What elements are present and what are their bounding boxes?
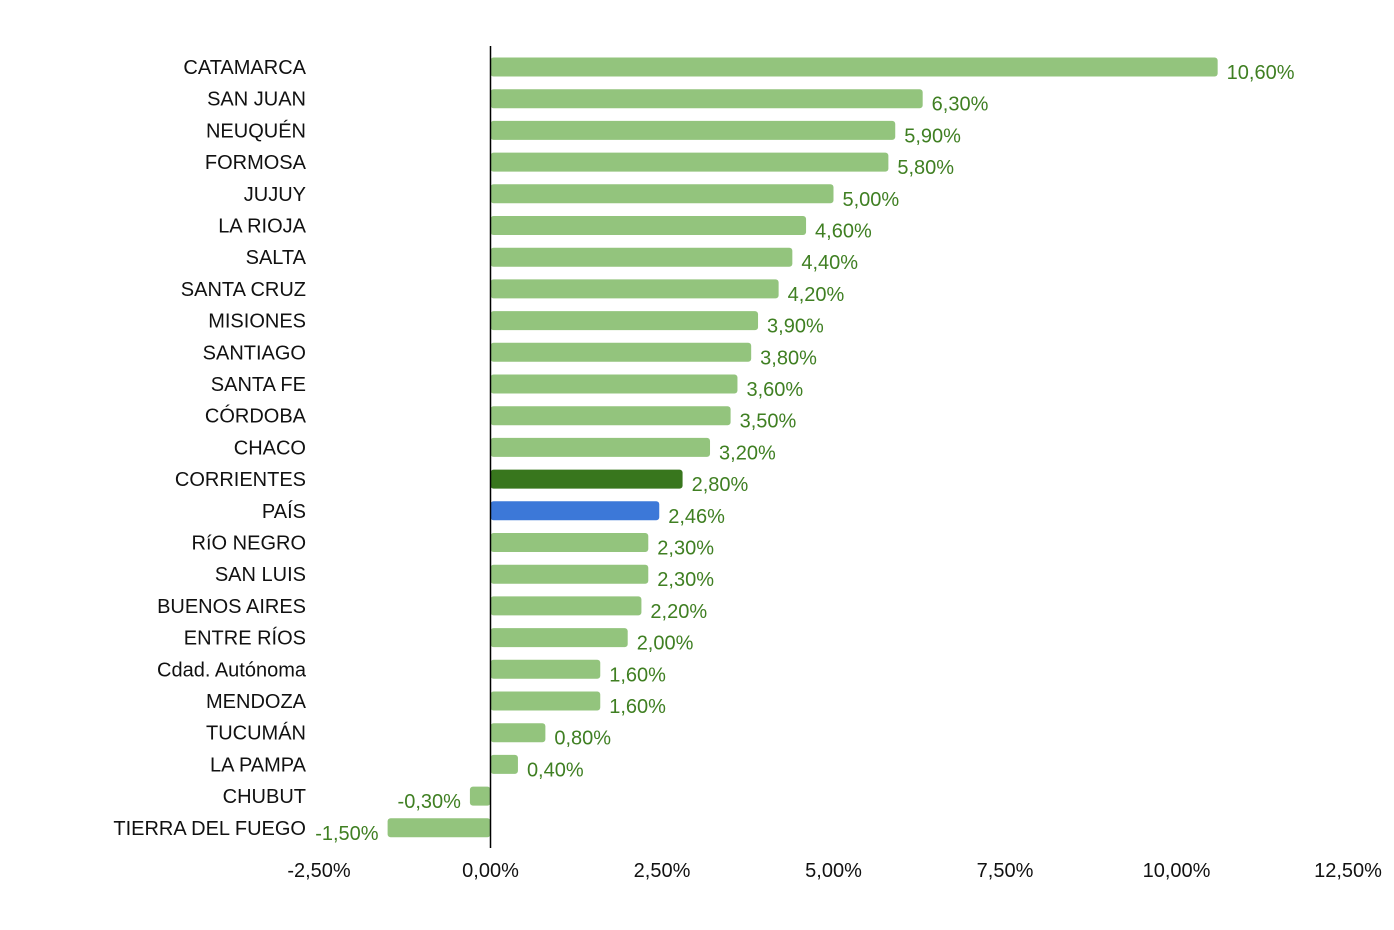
- category-label-pais: PAÍS: [262, 500, 306, 523]
- value-label-rio-negro: 2,30%: [657, 538, 714, 560]
- bars-layer: [387, 57, 1218, 838]
- category-label-jujuy: JUJUY: [244, 184, 306, 206]
- category-label-mendoza: MENDOZA: [206, 691, 307, 713]
- value-label-mendoza: 1,60%: [609, 696, 666, 718]
- value-label-entre-rios: 2,00%: [637, 633, 694, 655]
- category-label-formosa: FORMOSA: [205, 152, 307, 174]
- category-label-chubut: CHUBUT: [223, 786, 306, 808]
- bar-buenos-aires: [490, 596, 642, 616]
- bar-chaco: [490, 437, 711, 457]
- bar-corrientes: [490, 469, 683, 489]
- value-label-cdad-autonoma: 1,60%: [609, 664, 666, 686]
- value-label-la-rioja: 4,60%: [815, 221, 872, 243]
- category-label-misiones: MISIONES: [208, 311, 306, 333]
- bar-santa-cruz: [490, 279, 779, 299]
- bar-misiones: [490, 311, 759, 331]
- bar-chubut: [469, 786, 491, 806]
- value-label-san-luis: 2,30%: [657, 569, 714, 591]
- bar-entre-rios: [490, 628, 628, 648]
- bar-tierra-del-fuego: [387, 818, 491, 838]
- value-label-cordoba: 3,50%: [740, 411, 797, 433]
- category-label-salta: SALTA: [246, 247, 307, 269]
- value-label-tucuman: 0,80%: [554, 728, 611, 750]
- category-label-san-juan: SAN JUAN: [207, 89, 306, 111]
- bar-santa-fe: [490, 374, 738, 394]
- category-label-tucuman: TUCUMÁN: [206, 722, 306, 745]
- value-label-neuquen: 5,90%: [904, 125, 961, 147]
- value-label-san-juan: 6,30%: [932, 94, 989, 116]
- value-label-santa-fe: 3,60%: [746, 379, 803, 401]
- bar-la-rioja: [490, 216, 807, 235]
- category-label-santa-fe: SANTA FE: [211, 374, 306, 396]
- bar-la-pampa: [490, 754, 518, 774]
- bar-rio-negro: [490, 533, 649, 552]
- category-label-buenos-aires: BUENOS AIRES: [157, 596, 306, 618]
- value-label-pais: 2,46%: [668, 506, 725, 528]
- bar-santiago: [490, 342, 752, 362]
- category-label-santa-cruz: SANTA CRUZ: [181, 279, 306, 301]
- category-label-la-rioja: LA RIOJA: [218, 216, 306, 238]
- category-label-neuquen: NEUQUÉN: [206, 119, 306, 142]
- category-label-la-pampa: LA PAMPA: [210, 754, 307, 776]
- x-tick-label: -2,50%: [287, 860, 351, 882]
- bar-formosa: [490, 152, 889, 172]
- bar-salta: [490, 247, 793, 267]
- x-tick-label: 5,00%: [805, 860, 862, 882]
- bar-tucuman: [490, 723, 546, 743]
- value-labels: 10,60% 6,30% 5,90% 5,80% 5,00% 4,60% 4,40% 4,20…: [315, 62, 1294, 845]
- value-label-chaco: 3,20%: [719, 442, 776, 464]
- x-tick-label: 12,50%: [1314, 860, 1382, 882]
- x-tick-label: 7,50%: [977, 860, 1034, 882]
- category-label-cdad-autonoma: Cdad. Autónoma: [157, 659, 307, 681]
- value-label-catamarca: 10,60%: [1227, 62, 1295, 84]
- category-label-cordoba: CÓRDOBA: [205, 405, 307, 428]
- bar-mendoza: [490, 691, 601, 711]
- category-labels: CATAMARCA SAN JUAN NEUQUÉN FORMOSA JUJUY LA R…: [113, 57, 307, 840]
- value-label-buenos-aires: 2,20%: [650, 601, 707, 623]
- value-label-santa-cruz: 4,20%: [788, 284, 845, 306]
- value-label-corrientes: 2,80%: [692, 474, 749, 496]
- category-label-catamarca: CATAMARCA: [183, 57, 306, 79]
- bar-neuquen: [490, 120, 896, 140]
- value-label-salta: 4,40%: [801, 252, 858, 274]
- bar-jujuy: [490, 184, 834, 204]
- category-label-entre-rios: ENTRE RÍOS: [184, 627, 306, 650]
- category-label-santiago: SANTIAGO: [203, 342, 306, 364]
- value-label-la-pampa: 0,40%: [527, 759, 584, 781]
- category-label-tierra-del-fuego: TIERRA DEL FUEGO: [113, 818, 306, 840]
- bar-catamarca: [490, 57, 1218, 77]
- x-axis-tick-labels: -2,50% 0,00% 2,50% 5,00% 7,50% 10,00% 12,50%: [287, 860, 1382, 882]
- value-label-formosa: 5,80%: [897, 157, 954, 179]
- value-label-chubut: -0,30%: [398, 791, 462, 813]
- value-label-misiones: 3,90%: [767, 316, 824, 338]
- value-label-tierra-del-fuego: -1,50%: [315, 823, 379, 845]
- category-label-rio-negro: RíO NEGRO: [192, 533, 306, 555]
- category-label-san-luis: SAN LUIS: [215, 564, 306, 586]
- bar-pais: [490, 501, 660, 521]
- bar-cdad-autonoma: [490, 659, 601, 679]
- category-label-corrientes: CORRIENTES: [175, 469, 306, 491]
- value-label-santiago: 3,80%: [760, 347, 817, 369]
- bar-san-juan: [490, 89, 923, 109]
- bar-san-luis: [490, 564, 649, 584]
- category-label-chaco: CHACO: [234, 437, 306, 459]
- value-label-jujuy: 5,00%: [843, 189, 900, 211]
- x-tick-label: 2,50%: [634, 860, 691, 882]
- bar-cordoba: [490, 406, 731, 426]
- x-tick-label: 10,00%: [1143, 860, 1211, 882]
- x-tick-label: 0,00%: [462, 860, 519, 882]
